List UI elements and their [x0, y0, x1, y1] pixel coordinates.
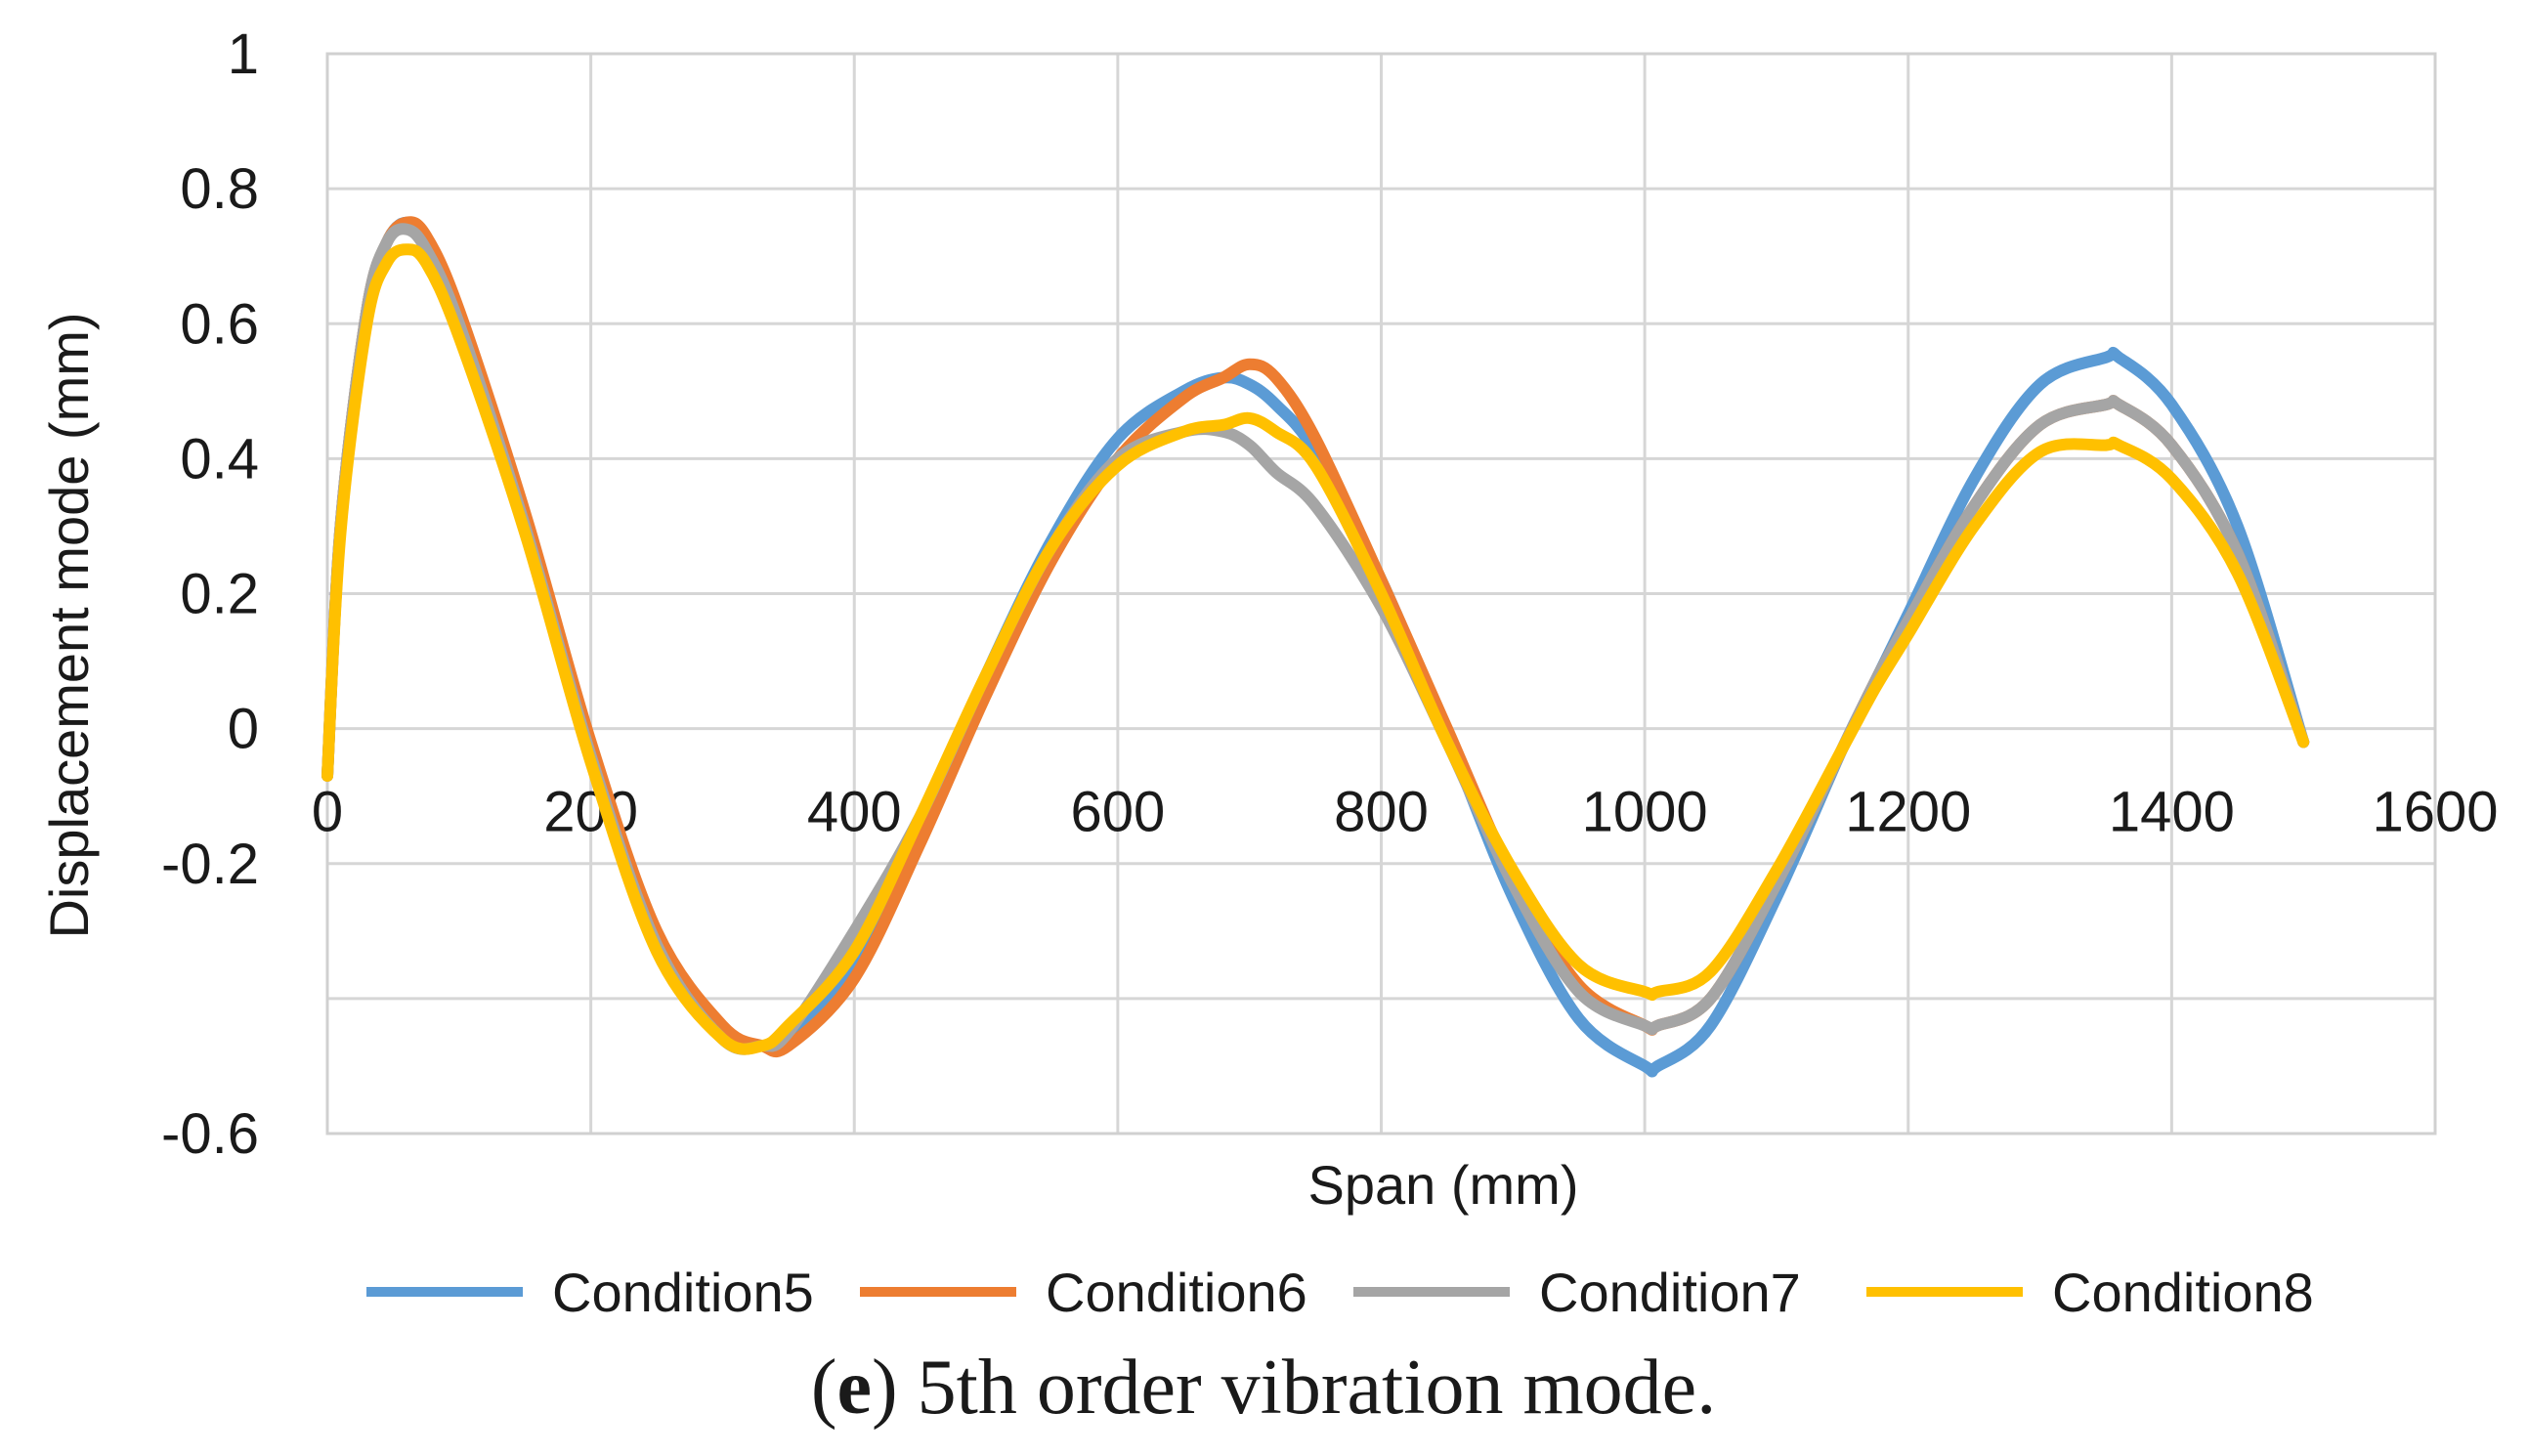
legend-label: Condition8: [2052, 1262, 2314, 1323]
plot-border: [325, 52, 2437, 1135]
x-tick-label: 1600: [2372, 781, 2498, 844]
series-lines: [321, 216, 2310, 1078]
chart: -0.6-0.200.20.40.60.81 0 200 400 600 800 1000…: [38, 22, 2499, 1323]
figure-caption: (e) 5th order vibration mode.: [0, 1344, 2527, 1433]
x-axis-ticks: 0 200 400 600 800 1000 1200 1400 1600: [312, 781, 2499, 844]
x-tick-label: 0: [312, 781, 343, 844]
legend-label: Condition5: [552, 1262, 814, 1323]
x-tick-label: 1000: [1582, 781, 1708, 844]
y-tick-label: 0.8: [180, 157, 259, 221]
y-tick-label: -0.6: [161, 1102, 259, 1166]
legend-label: Condition6: [1046, 1262, 1307, 1323]
y-tick-label: 1: [228, 22, 259, 86]
x-tick-label: 800: [1334, 781, 1429, 844]
y-tick-label: 0.4: [180, 427, 259, 491]
caption-text: ) 5th order vibration mode.: [871, 1345, 1717, 1431]
y-tick-label: -0.2: [161, 833, 259, 896]
x-tick-label: 1200: [1845, 781, 1971, 844]
y-tick-label: 0.2: [180, 563, 259, 626]
y-tick-label: 0: [228, 698, 259, 761]
series-line-condition5: [321, 216, 2310, 1078]
y-axis-ticks: -0.6 -0.2 0 0.2 0.4 0.6 0.8 1: [161, 22, 259, 1166]
x-tick-label: 1400: [2109, 781, 2235, 844]
x-axis-title: Span (mm): [1308, 1154, 1579, 1216]
y-tick-label: 0.6: [180, 292, 259, 356]
caption-letter: e: [836, 1345, 872, 1431]
legend-label: Condition7: [1539, 1262, 1801, 1323]
y-axis-title: Displacement mode (mm): [38, 312, 100, 938]
series-line-condition8: [321, 243, 2310, 1055]
series-line-condition6: [321, 216, 2310, 1058]
series-line-condition7: [321, 223, 2310, 1055]
x-tick-label: 600: [1070, 781, 1165, 844]
x-tick-label: 400: [807, 781, 902, 844]
plot-frame: [325, 52, 2437, 1135]
caption-open: (: [810, 1345, 837, 1431]
legend: Condition5 Condition6 Condition7 Condition8: [366, 1262, 2314, 1323]
